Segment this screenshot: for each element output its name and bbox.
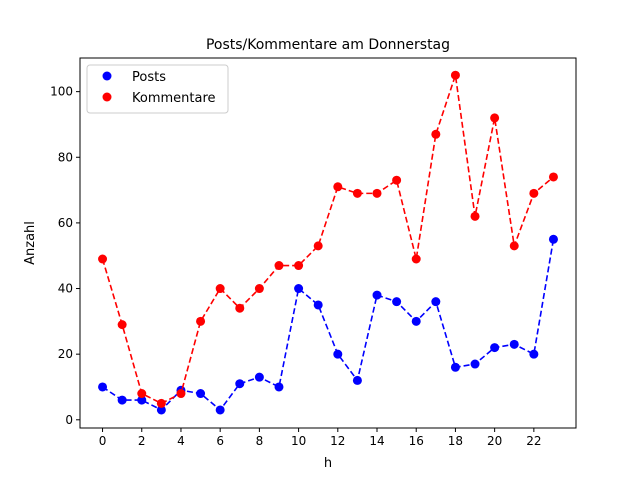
data-point-kommentare (137, 389, 147, 399)
legend-marker-posts (102, 71, 112, 81)
x-tick-label: 22 (526, 434, 541, 448)
data-point-kommentare (431, 129, 441, 139)
plot-area-frame (79, 57, 577, 429)
x-tick-label: 16 (409, 434, 424, 448)
data-point-posts (333, 349, 343, 359)
data-point-kommentare (235, 303, 245, 313)
data-point-posts (470, 359, 480, 369)
data-point-posts (294, 284, 304, 294)
data-point-kommentare (450, 70, 460, 80)
y-tick-label: 100 (50, 85, 73, 99)
data-point-kommentare (313, 241, 323, 251)
data-point-kommentare (509, 241, 519, 251)
y-tick-label: 80 (58, 150, 73, 164)
data-point-kommentare (274, 261, 284, 271)
data-point-kommentare (176, 389, 186, 399)
data-point-posts (509, 339, 519, 349)
y-axis-label: Anzahl (23, 221, 38, 265)
legend: Posts Kommentare (86, 64, 229, 114)
y-tick-label: 20 (58, 347, 73, 361)
data-point-posts (411, 316, 421, 326)
legend-marker-kommentare (102, 92, 112, 102)
data-point-posts (490, 343, 500, 353)
data-point-posts (215, 405, 225, 415)
x-tick-label: 14 (369, 434, 384, 448)
legend-label-kommentare: Kommentare (132, 91, 216, 106)
data-point-kommentare (294, 261, 304, 271)
data-point-posts (196, 389, 206, 399)
x-tick-label: 8 (256, 434, 264, 448)
data-point-posts (313, 300, 323, 310)
x-tick-label: 10 (291, 434, 306, 448)
data-point-posts (274, 382, 284, 392)
data-point-posts (254, 372, 264, 382)
data-point-posts (352, 375, 362, 385)
x-tick-label: 2 (138, 434, 146, 448)
data-point-posts (235, 379, 245, 389)
data-point-posts (156, 405, 166, 415)
data-point-kommentare (411, 254, 421, 264)
data-point-kommentare (490, 113, 500, 123)
legend-label-posts: Posts (132, 70, 166, 85)
data-point-kommentare (215, 284, 225, 294)
x-tick-label: 12 (330, 434, 345, 448)
y-axis-ticks: 0 20 40 60 80 100 (50, 85, 80, 427)
data-point-kommentare (529, 188, 539, 198)
x-axis-ticks: 0 2 4 6 8 10 12 14 16 18 20 22 (99, 428, 541, 448)
data-point-kommentare (352, 188, 362, 198)
data-point-posts (548, 234, 558, 244)
data-point-kommentare (117, 320, 127, 330)
x-tick-label: 6 (216, 434, 224, 448)
y-tick-label: 40 (58, 282, 73, 296)
x-tick-label: 4 (177, 434, 185, 448)
data-point-posts (392, 297, 402, 307)
data-point-kommentare (372, 188, 382, 198)
x-tick-label: 20 (487, 434, 502, 448)
y-tick-label: 60 (58, 216, 73, 230)
x-tick-label: 0 (99, 434, 107, 448)
data-point-posts (529, 349, 539, 359)
series-layer (98, 70, 558, 415)
data-point-posts (117, 395, 127, 405)
data-point-kommentare (470, 211, 480, 221)
data-point-kommentare (98, 254, 108, 264)
data-point-posts (372, 290, 382, 300)
y-tick-label: 0 (65, 413, 73, 427)
data-point-kommentare (548, 172, 558, 182)
data-point-posts (450, 362, 460, 372)
x-axis-label: h (324, 456, 332, 471)
series-kommentare (98, 70, 558, 408)
chart-title: Posts/Kommentare am Donnerstag (206, 37, 450, 53)
data-point-kommentare (392, 175, 402, 185)
data-point-kommentare (333, 182, 343, 192)
data-point-posts (137, 395, 147, 405)
legend-box (86, 64, 229, 114)
data-point-kommentare (196, 316, 206, 326)
data-point-kommentare (156, 398, 166, 408)
data-point-posts (98, 382, 108, 392)
data-point-posts (431, 297, 441, 307)
data-point-kommentare (254, 284, 264, 294)
x-tick-label: 18 (448, 434, 463, 448)
